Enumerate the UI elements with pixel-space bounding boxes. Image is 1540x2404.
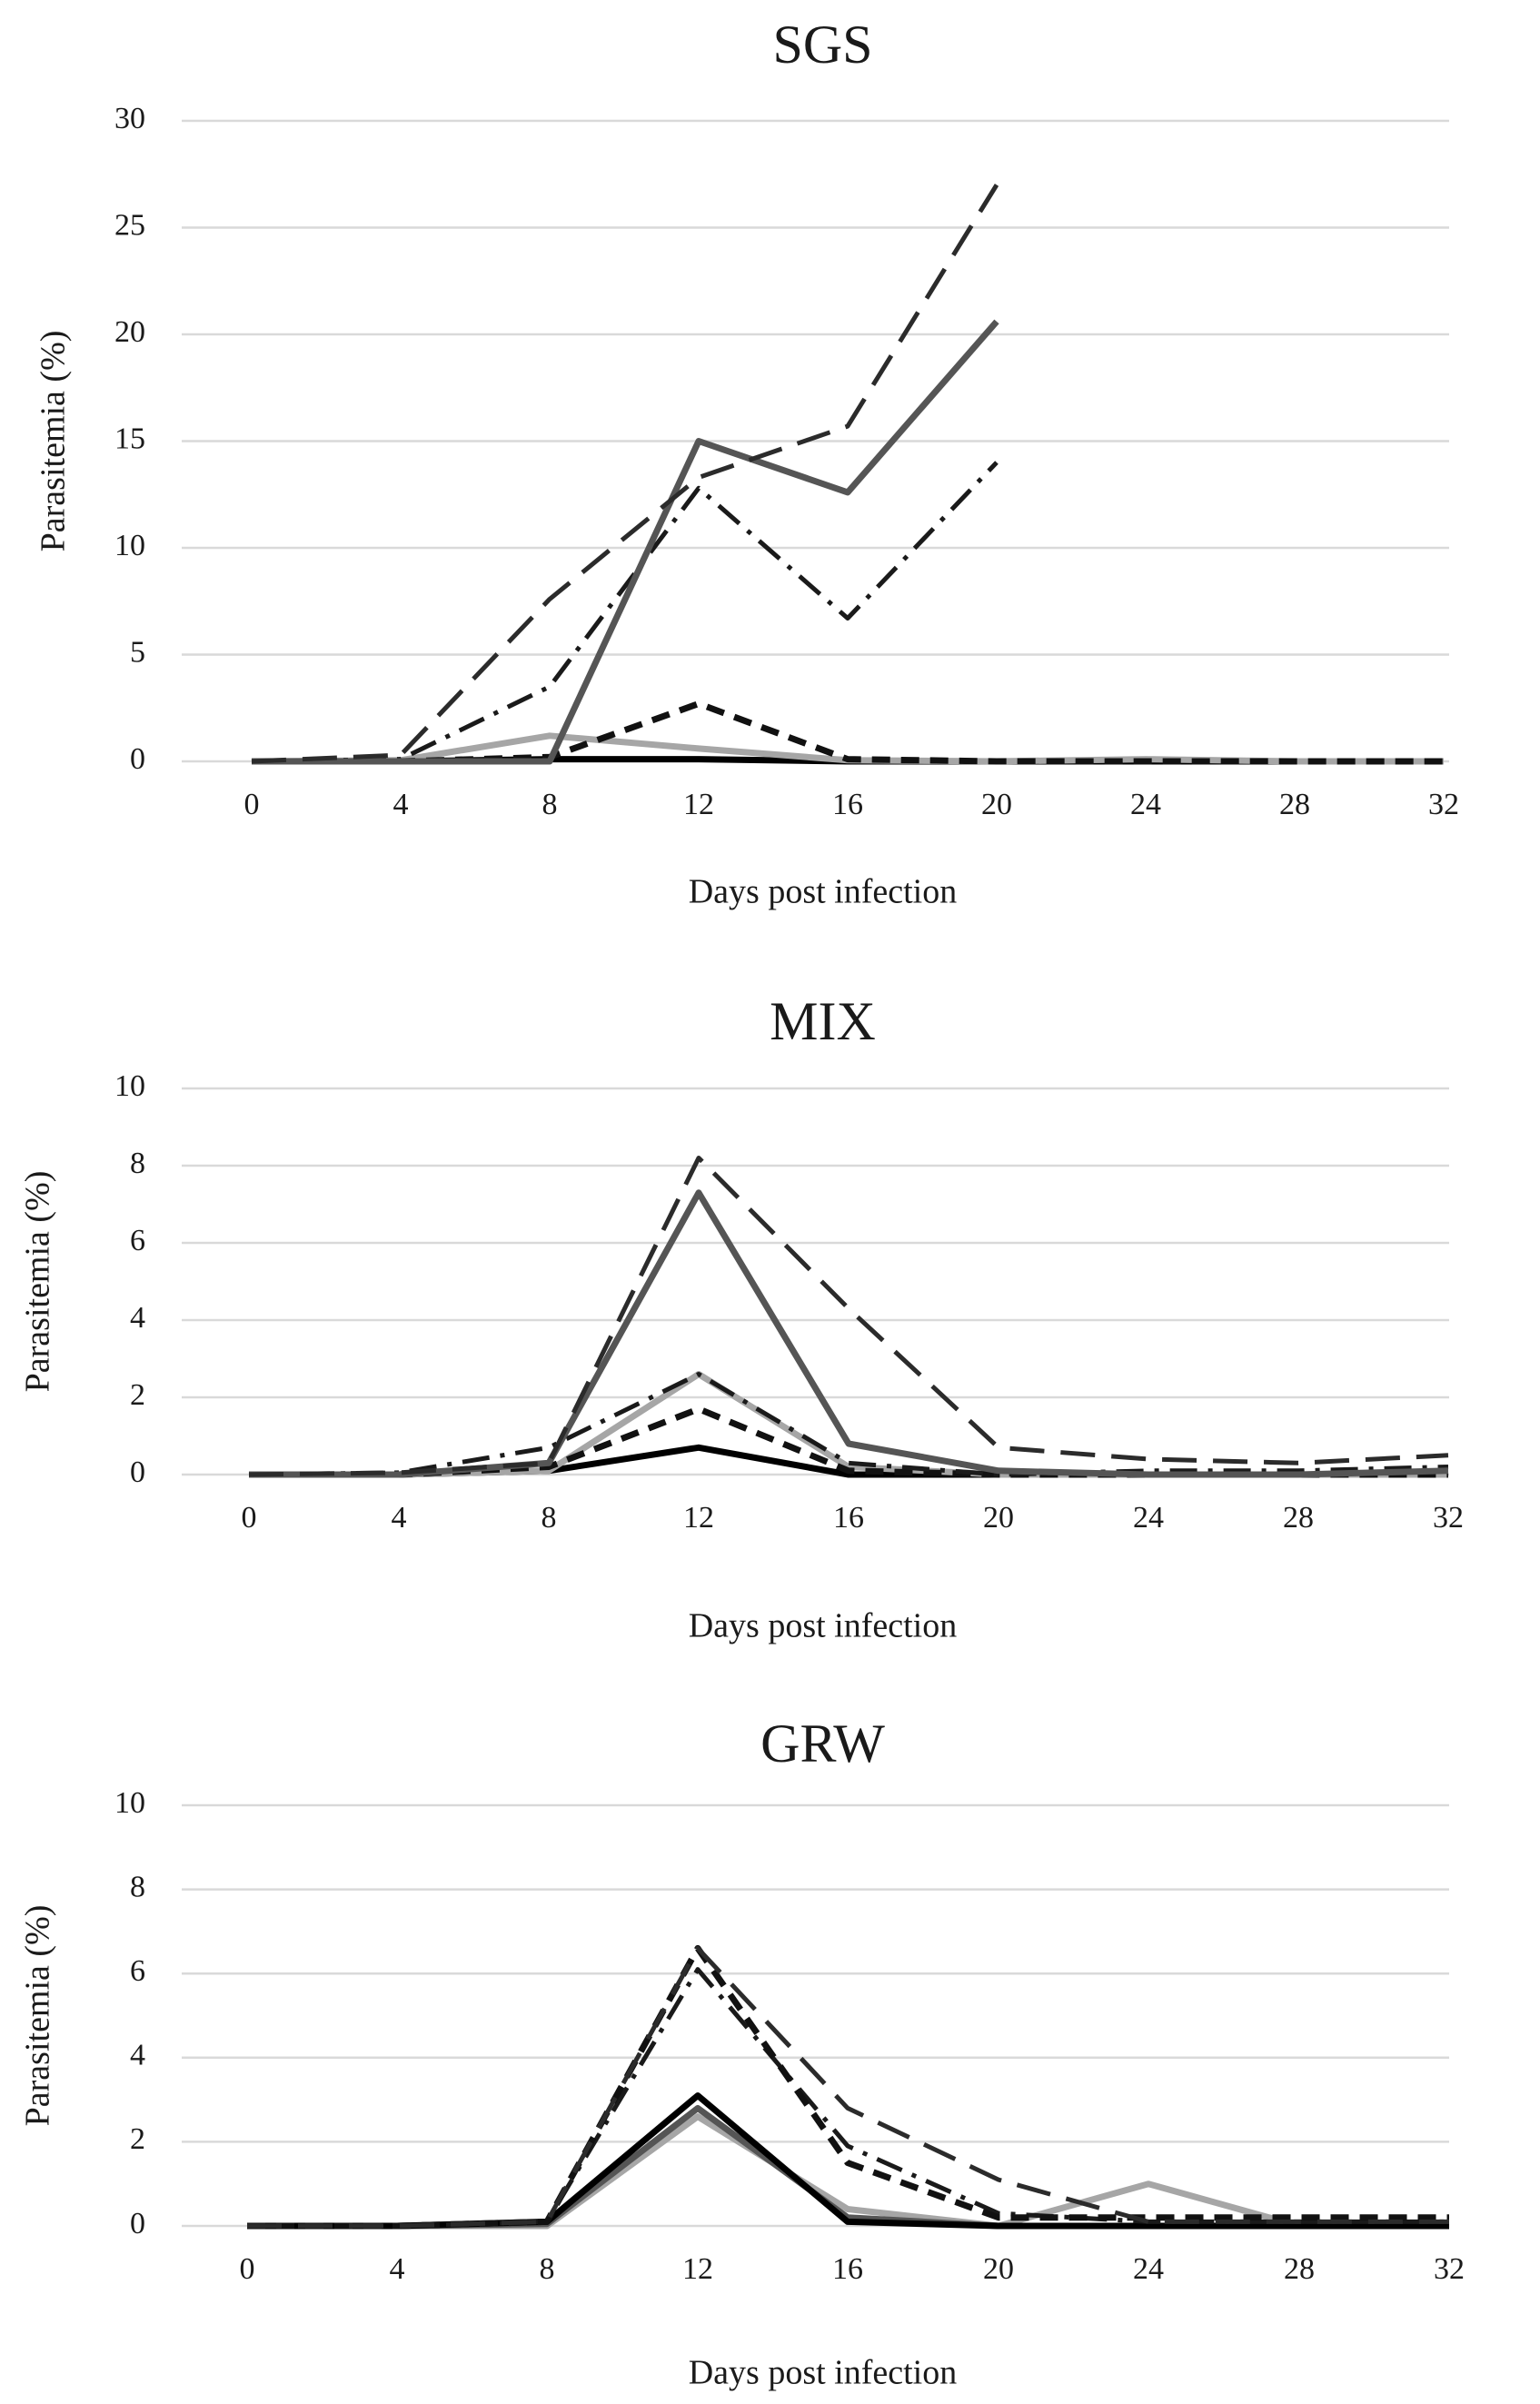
y-tick-label: 10 <box>114 1786 145 1820</box>
x-tick-label: 12 <box>683 1501 714 1535</box>
series-line-solid-dark-gray <box>252 322 997 761</box>
x-tick-label: 4 <box>392 1501 407 1535</box>
series-line-long-dash-dark <box>252 185 997 762</box>
x-tick-label: 12 <box>683 788 714 821</box>
series-line-solid-light-gray <box>247 2117 1449 2226</box>
y-axis-title: Parasitemia (%) <box>19 1905 57 2127</box>
y-tick-label: 5 <box>130 635 145 669</box>
x-axis-title: Days post infection <box>689 2354 958 2392</box>
y-tick-label: 20 <box>114 315 145 349</box>
x-tick-label: 8 <box>542 788 558 821</box>
y-tick-label: 6 <box>130 1954 145 1988</box>
x-tick-label: 20 <box>983 2252 1014 2286</box>
y-tick-label: 2 <box>130 2122 145 2156</box>
y-tick-label: 0 <box>130 742 145 776</box>
x-tick-label: 32 <box>1434 2252 1465 2286</box>
series-line-dash-dot <box>247 1970 1449 2226</box>
x-tick-label: 16 <box>832 788 863 821</box>
x-axis-title: Days post infection <box>689 1607 958 1645</box>
x-tick-label: 28 <box>1284 2252 1315 2286</box>
chart-title: MIX <box>770 991 876 1051</box>
chart-panel-sgs: SGS 0 5 10 15 20 25 30 0 4 8 12 16 20 24 28 32 Days post … <box>35 15 1459 911</box>
y-axis-title: Parasitemia (%) <box>19 1171 57 1393</box>
series-line-solid-light-gray <box>249 1375 1448 1475</box>
series-line-solid-dark-gray <box>249 1193 1448 1475</box>
x-tick-label: 4 <box>393 788 409 821</box>
y-tick-label: 4 <box>130 1301 145 1335</box>
y-tick-label: 10 <box>114 1069 145 1103</box>
x-tick-label: 32 <box>1428 788 1459 821</box>
y-tick-label: 15 <box>114 422 145 455</box>
y-tick-label: 0 <box>130 2207 145 2240</box>
y-tick-label: 6 <box>130 1224 145 1257</box>
x-tick-label: 8 <box>540 2252 555 2286</box>
x-tick-label: 32 <box>1433 1501 1464 1535</box>
x-tick-label: 4 <box>390 2252 405 2286</box>
chart-title: SGS <box>772 15 872 75</box>
x-tick-label: 24 <box>1130 788 1161 821</box>
x-tick-label: 0 <box>240 2252 255 2286</box>
series-line-short-dash-black <box>247 1948 1449 2226</box>
x-tick-label: 24 <box>1133 1501 1164 1535</box>
x-tick-label: 28 <box>1283 1501 1314 1535</box>
y-tick-label: 8 <box>130 1147 145 1180</box>
series-line-dash-dot <box>252 462 997 761</box>
x-tick-label: 28 <box>1279 788 1310 821</box>
chart-title: GRW <box>760 1714 885 1773</box>
series-line-long-dash-dark <box>249 1158 1448 1475</box>
y-tick-label: 30 <box>114 102 145 135</box>
x-tick-label: 0 <box>242 1501 257 1535</box>
y-tick-label: 2 <box>130 1378 145 1412</box>
x-tick-label: 24 <box>1133 2252 1164 2286</box>
x-tick-label: 20 <box>981 788 1012 821</box>
y-axis-title: Parasitemia (%) <box>35 331 73 552</box>
x-tick-label: 8 <box>541 1501 557 1535</box>
x-tick-label: 20 <box>983 1501 1014 1535</box>
x-tick-label: 16 <box>833 1501 864 1535</box>
x-tick-label: 16 <box>832 2252 863 2286</box>
y-tick-label: 4 <box>130 2039 145 2072</box>
series-line-dash-dot <box>249 1375 1448 1475</box>
x-axis-title: Days post infection <box>689 873 958 911</box>
y-tick-label: 0 <box>130 1455 145 1489</box>
series-line-long-dash-dark <box>247 1948 1449 2226</box>
y-tick-label: 25 <box>114 208 145 242</box>
y-tick-label: 8 <box>130 1870 145 1903</box>
x-tick-label: 0 <box>244 788 260 821</box>
y-tick-label: 10 <box>114 529 145 562</box>
x-tick-label: 12 <box>682 2252 713 2286</box>
